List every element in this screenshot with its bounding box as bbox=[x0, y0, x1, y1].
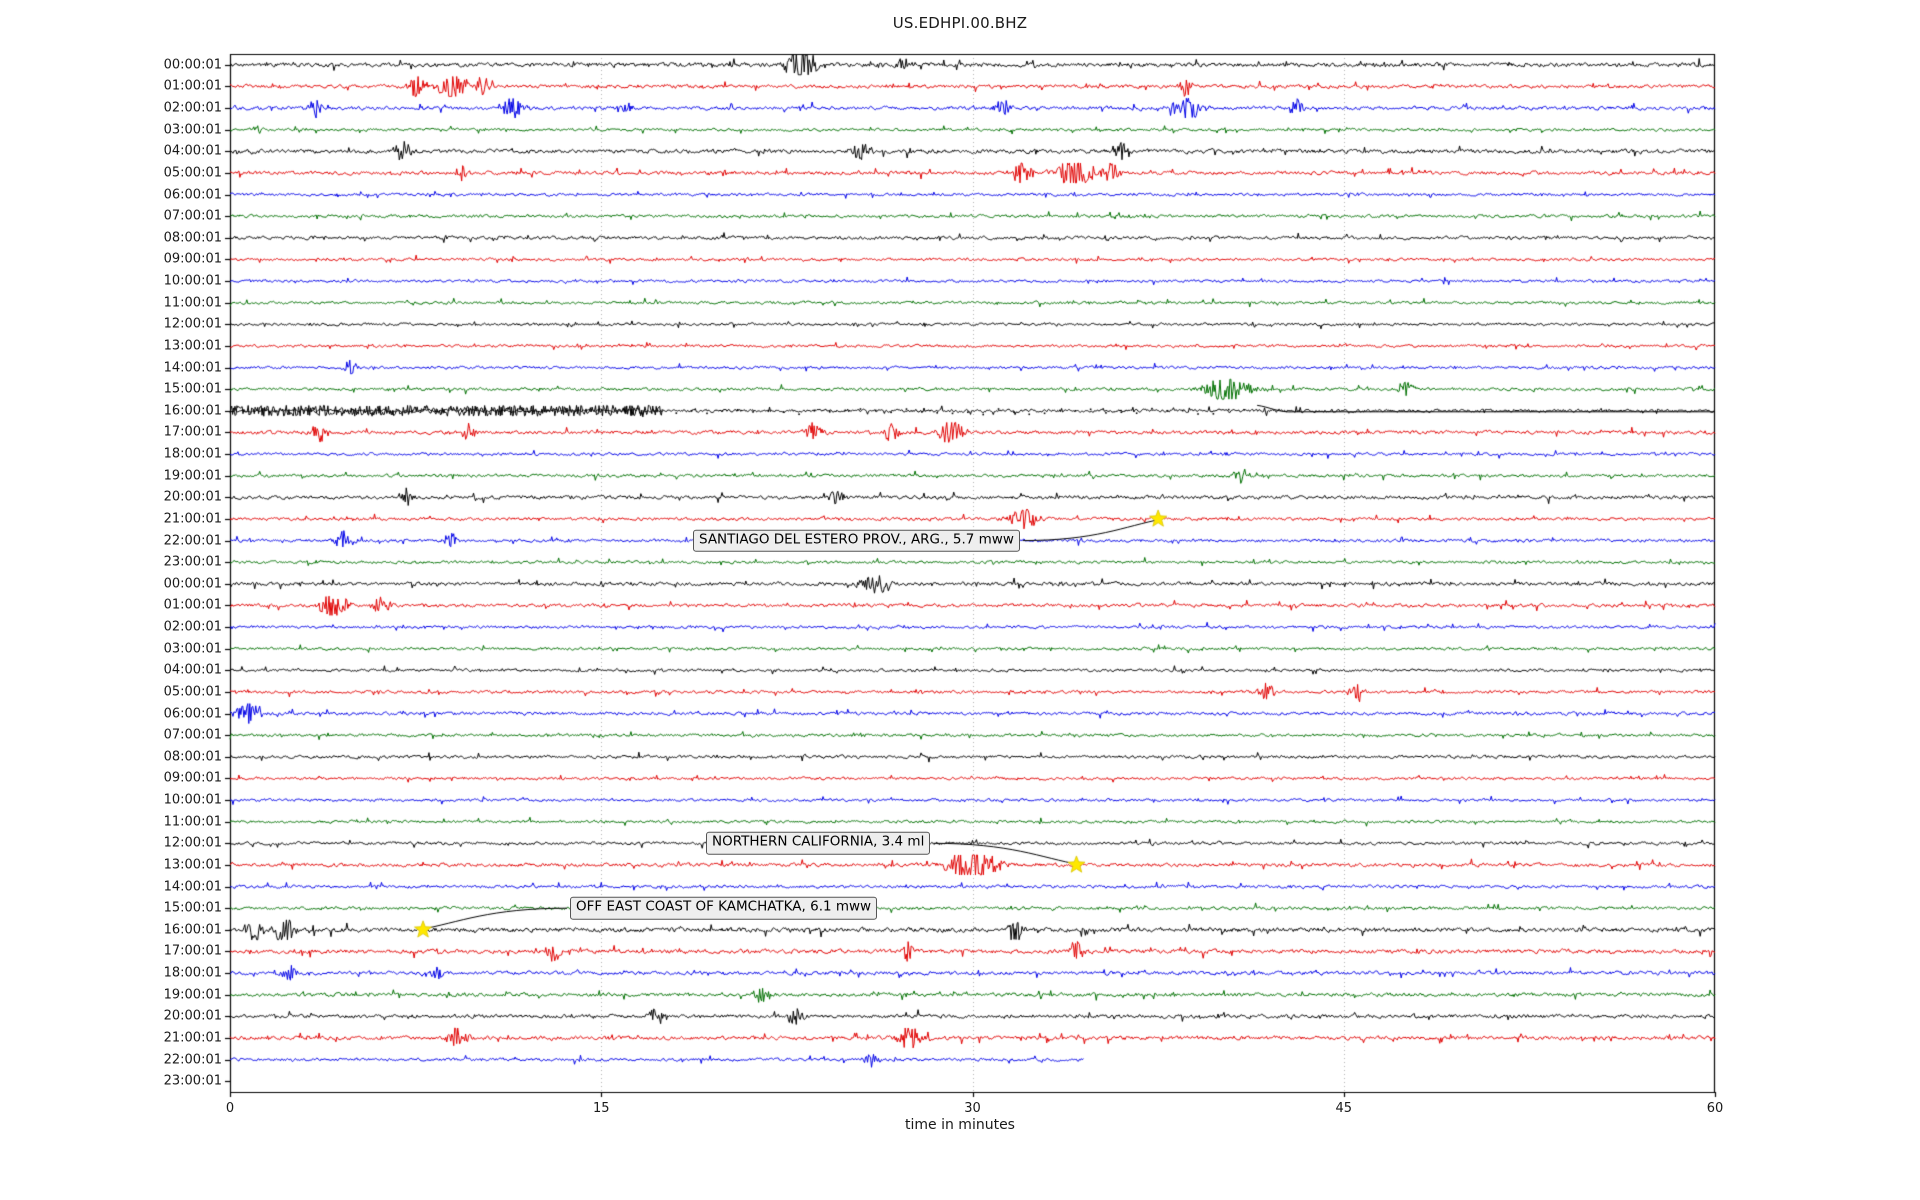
y-axis-tick-label: 01:00:01 bbox=[163, 597, 222, 613]
y-axis-tick-label: 11:00:01 bbox=[163, 814, 222, 830]
y-axis-tick-label: 16:00:01 bbox=[163, 403, 222, 419]
event-callout[interactable]: OFF EAST COAST OF KAMCHATKA, 6.1 mww bbox=[570, 896, 878, 920]
y-axis-tick-label: 02:00:01 bbox=[163, 619, 222, 635]
y-axis-tick-label: 10:00:01 bbox=[163, 792, 222, 808]
y-axis-tick-label: 07:00:01 bbox=[163, 208, 222, 224]
y-axis-tick-label: 15:00:01 bbox=[163, 900, 222, 916]
y-axis-tick-label: 06:00:01 bbox=[163, 187, 222, 203]
y-axis-tick-label: 23:00:01 bbox=[163, 1073, 222, 1089]
x-axis-tick-label: 60 bbox=[1706, 1101, 1724, 1116]
y-axis-tick-label: 17:00:01 bbox=[163, 943, 222, 959]
y-axis-tick-label: 12:00:01 bbox=[163, 835, 222, 851]
y-axis-tick-label: 13:00:01 bbox=[163, 338, 222, 354]
y-axis-tick-label: 12:00:01 bbox=[163, 316, 222, 332]
event-callout[interactable]: SANTIAGO DEL ESTERO PROV., ARG., 5.7 mww bbox=[693, 529, 1020, 552]
y-axis-tick-label: 04:00:01 bbox=[163, 662, 222, 678]
y-axis-tick-label: 21:00:01 bbox=[163, 1030, 222, 1046]
y-axis-tick-label: 15:00:01 bbox=[163, 381, 222, 397]
y-axis-tick-label: 07:00:01 bbox=[163, 727, 222, 743]
y-axis-tick-label: 05:00:01 bbox=[163, 165, 222, 181]
y-axis-tick-label: 22:00:01 bbox=[163, 533, 222, 549]
y-axis-tick-label: 09:00:01 bbox=[163, 770, 222, 786]
y-axis-tick-label: 08:00:01 bbox=[163, 749, 222, 765]
y-axis-tick-label: 19:00:01 bbox=[163, 468, 222, 484]
y-axis-tick-label: 00:00:01 bbox=[163, 576, 222, 592]
y-axis-tick-label: 19:00:01 bbox=[163, 987, 222, 1003]
y-axis-tick-label: 14:00:01 bbox=[163, 360, 222, 376]
y-axis-tick-label: 00:00:01 bbox=[163, 57, 222, 73]
y-axis-tick-label: 20:00:01 bbox=[163, 489, 222, 505]
y-axis-tick-label: 01:00:01 bbox=[163, 78, 222, 94]
x-axis-tick-label: 15 bbox=[592, 1101, 610, 1116]
y-axis-tick-label: 16:00:01 bbox=[163, 922, 222, 938]
y-axis-tick-label: 10:00:01 bbox=[163, 273, 222, 289]
y-axis-tick-label: 14:00:01 bbox=[163, 879, 222, 895]
y-axis-tick-label: 13:00:01 bbox=[163, 857, 222, 873]
event-callout[interactable]: NORTHERN CALIFORNIA, 3.4 ml bbox=[706, 832, 931, 855]
y-axis-tick-label: 18:00:01 bbox=[163, 965, 222, 981]
y-axis-tick-label: 17:00:01 bbox=[163, 424, 222, 440]
y-axis-tick-label: 05:00:01 bbox=[163, 684, 222, 700]
y-axis-tick-label: 18:00:01 bbox=[163, 446, 222, 462]
y-axis-tick-label: 20:00:01 bbox=[163, 1008, 222, 1024]
y-axis-tick-label: 11:00:01 bbox=[163, 295, 222, 311]
y-axis-tick-label: 08:00:01 bbox=[163, 230, 222, 246]
y-axis-tick-label: 23:00:01 bbox=[163, 554, 222, 570]
y-axis-tick-label: 06:00:01 bbox=[163, 706, 222, 722]
y-axis-tick-label: 21:00:01 bbox=[163, 511, 222, 527]
y-axis-tick-label: 03:00:01 bbox=[163, 122, 222, 138]
y-axis-tick-label: 03:00:01 bbox=[163, 641, 222, 657]
y-axis-tick-label: 04:00:01 bbox=[163, 143, 222, 159]
y-axis-tick-label: 22:00:01 bbox=[163, 1052, 222, 1068]
x-axis-tick-label: 45 bbox=[1335, 1101, 1353, 1116]
x-axis-tick-label: 30 bbox=[964, 1101, 981, 1116]
y-axis-tick-label: 09:00:01 bbox=[163, 251, 222, 267]
y-axis-tick-label: 02:00:01 bbox=[163, 100, 222, 116]
x-axis-label: time in minutes bbox=[905, 1117, 1015, 1133]
x-axis-tick-label: 0 bbox=[225, 1101, 235, 1116]
